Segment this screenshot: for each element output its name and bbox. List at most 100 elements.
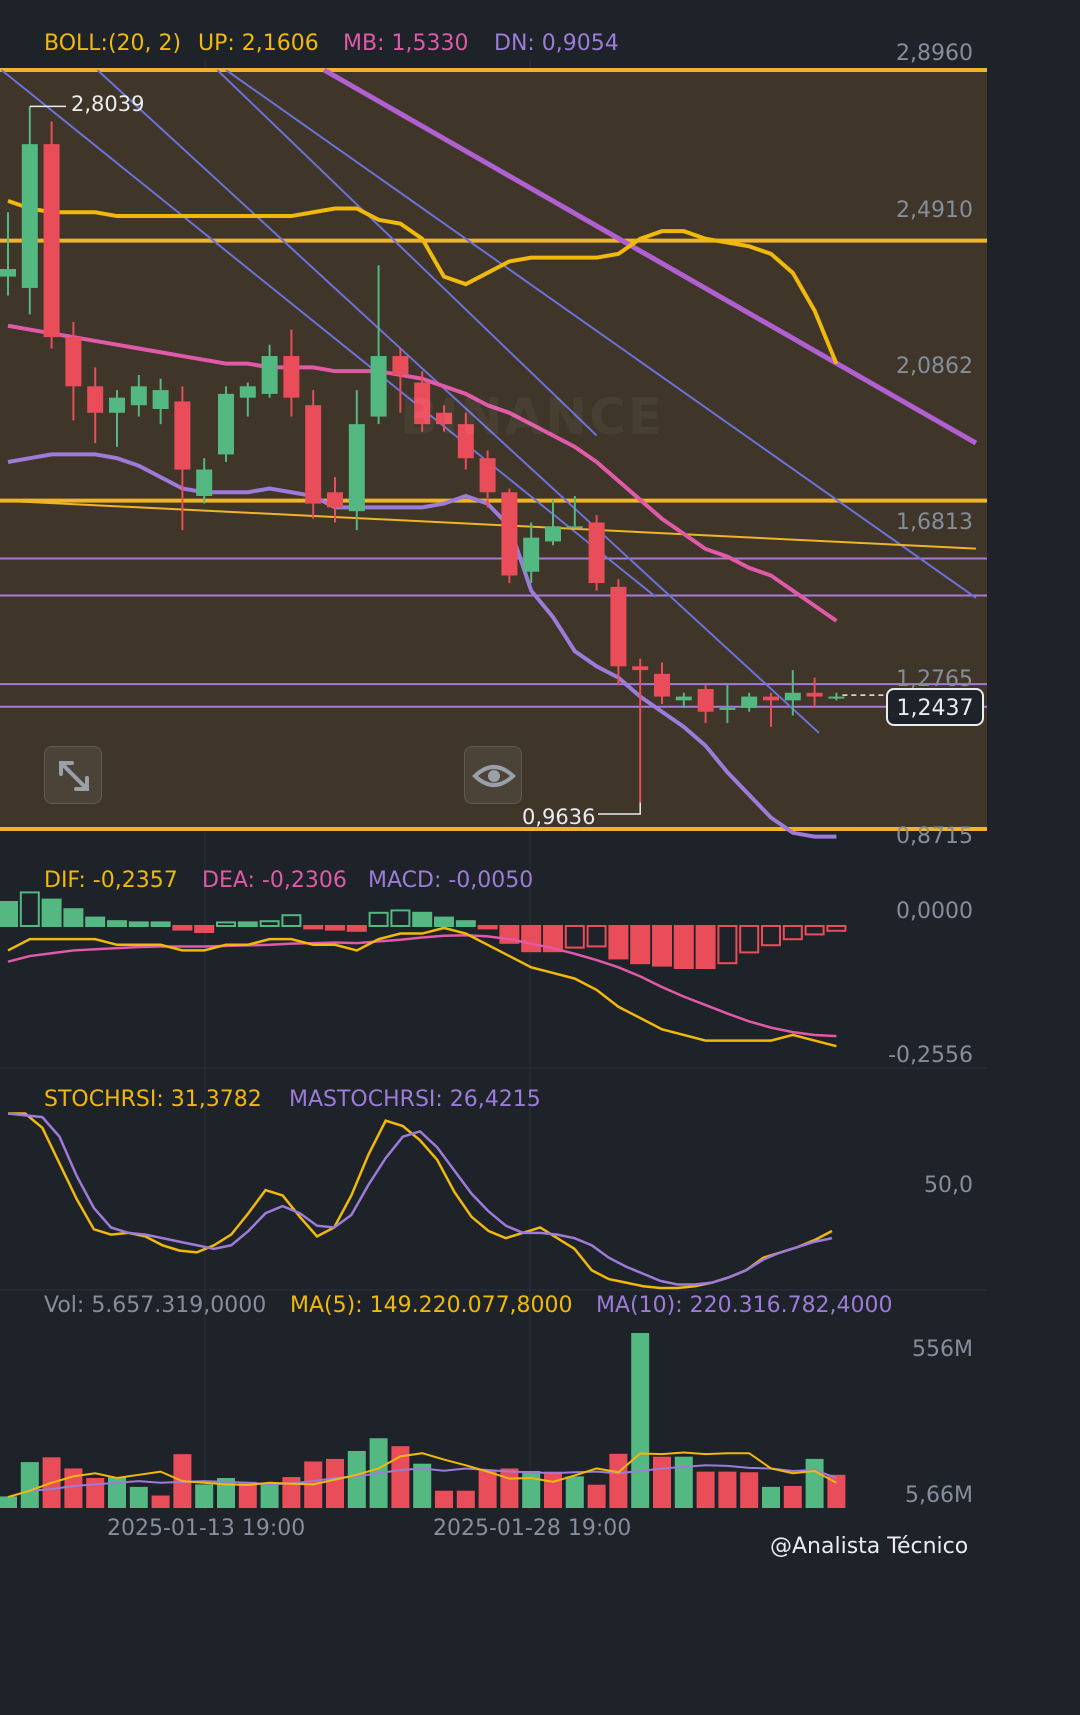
volume-bar: [217, 1478, 235, 1508]
boll-mb-label: MB: 1,5330: [343, 31, 469, 56]
volume-axis-label: 556M: [912, 1337, 973, 1362]
macd-histogram-bar: [194, 925, 215, 933]
volume-bar: [544, 1471, 562, 1508]
chart-canvas[interactable]: [0, 0, 987, 1568]
macd-histogram-bar: [652, 925, 672, 967]
macd-axis-label: 0,0000: [896, 899, 973, 924]
fullscreen-button[interactable]: [44, 746, 102, 804]
price-axis-label: 2,4910: [896, 198, 973, 223]
volume-bar: [827, 1474, 846, 1508]
candle-body: [87, 386, 104, 413]
price-axis-label: 2,8960: [896, 41, 973, 66]
candle-body: [741, 696, 758, 708]
macd-dif-label: DIF: -0,2357: [44, 868, 178, 893]
date-axis-label: 2025-01-28 19:00: [433, 1516, 632, 1541]
volume-bar: [478, 1470, 497, 1508]
volume-bar: [522, 1471, 541, 1508]
trendline: [96, 69, 820, 734]
trendline: [216, 69, 598, 437]
macd-histogram-bar: [804, 925, 825, 936]
volume-bar: [435, 1490, 453, 1508]
boll-up-label: UP: 2,1606: [198, 31, 319, 56]
macd-histogram-bar: [761, 925, 781, 947]
candle-body: [523, 537, 540, 572]
volume-bar: [391, 1446, 410, 1508]
volume-bar: [282, 1477, 301, 1508]
macd-histogram-bar: [368, 911, 389, 927]
macd-histogram-bar: [0, 901, 18, 927]
trendlines: [0, 67, 978, 734]
candle-body: [784, 692, 801, 701]
volume-bar: [238, 1481, 257, 1508]
macd-histogram-bar: [477, 925, 498, 930]
low-marker-leader: [598, 802, 641, 815]
volume-bar: [762, 1486, 780, 1508]
trendline: [322, 67, 978, 446]
macd-histogram-bar: [434, 916, 454, 927]
volume-bar: [347, 1450, 366, 1508]
candle-body: [327, 492, 343, 508]
candle-body: [436, 412, 452, 425]
expand-icon: [59, 761, 89, 791]
macd-histogram-bar: [455, 920, 476, 928]
candle-body: [763, 696, 779, 701]
volume-bar: [565, 1476, 584, 1508]
macd-histogram-bar: [303, 925, 324, 930]
trendline: [225, 69, 977, 599]
macd-histogram-bar: [826, 925, 847, 932]
volume-bar: [260, 1484, 279, 1508]
trendline: [1, 499, 976, 550]
macd-histogram-bar: [216, 921, 236, 928]
candle-body: [479, 458, 496, 493]
volume-bar: [129, 1486, 148, 1508]
price-panel-background: [0, 70, 987, 830]
eye-icon: [472, 765, 516, 787]
stochrsi-label: STOCHRSI: 31,3782: [44, 1087, 262, 1112]
macd-histogram-bar: [586, 925, 607, 948]
candle-body: [501, 492, 518, 576]
binance-logo-icon: BINANCE: [400, 388, 664, 446]
macd-histogram-bar: [325, 925, 345, 931]
macd-value-label: MACD: -0,0050: [368, 868, 534, 893]
candle-body: [21, 144, 38, 288]
candle-body: [610, 586, 627, 667]
volume-ma10-label: MA(10): 220.316.782,4000: [596, 1293, 893, 1318]
stoch-axis-label: 50,0: [924, 1173, 973, 1198]
low-price-marker: 0,9636: [522, 805, 596, 829]
macd-histogram-bar: [564, 925, 585, 949]
volume-bar: [653, 1456, 671, 1508]
macd-dea-line: [7, 933, 837, 1038]
candle-body: [283, 356, 300, 398]
volume-bar: [674, 1456, 693, 1508]
candle-body: [697, 689, 714, 712]
macd-histogram-bar: [237, 921, 258, 928]
price-axis-label: 1,2765: [896, 667, 973, 692]
current-price-badge: 1,2437: [886, 688, 984, 726]
macd-histogram-bar: [521, 925, 542, 953]
candle-body: [65, 337, 82, 387]
macd-histogram-bar: [412, 911, 433, 927]
high-price-marker: 2,8039: [71, 92, 145, 116]
visibility-toggle-button[interactable]: [464, 746, 522, 804]
boll-dn-label: DN: 0,9054: [494, 31, 619, 56]
macd-axis-label: -0,2556: [888, 1043, 973, 1068]
macd-histogram-bar: [673, 925, 694, 969]
candle-body: [675, 696, 692, 701]
candle-body: [152, 390, 169, 410]
volume-bar: [500, 1468, 519, 1508]
macd-histogram-bar: [41, 898, 62, 927]
trendline: [0, 69, 657, 598]
candle-body: [0, 269, 16, 277]
mastochrsi-label: MASTOCHRSI: 26,4215: [289, 1087, 541, 1112]
macd-histogram-bar: [782, 925, 803, 941]
volume-bar: [805, 1458, 824, 1508]
boll-lower-line: [7, 452, 837, 839]
candle-body: [654, 673, 670, 697]
price-panel-fill: [0, 70, 987, 830]
macd-histogram-bar: [695, 925, 716, 969]
macd-histogram-bar: [717, 925, 738, 965]
candle-body: [828, 696, 845, 699]
author-credit: @Analista Técnico: [770, 1534, 969, 1559]
volume-bar: [64, 1468, 83, 1508]
volume-bar: [631, 1333, 650, 1508]
